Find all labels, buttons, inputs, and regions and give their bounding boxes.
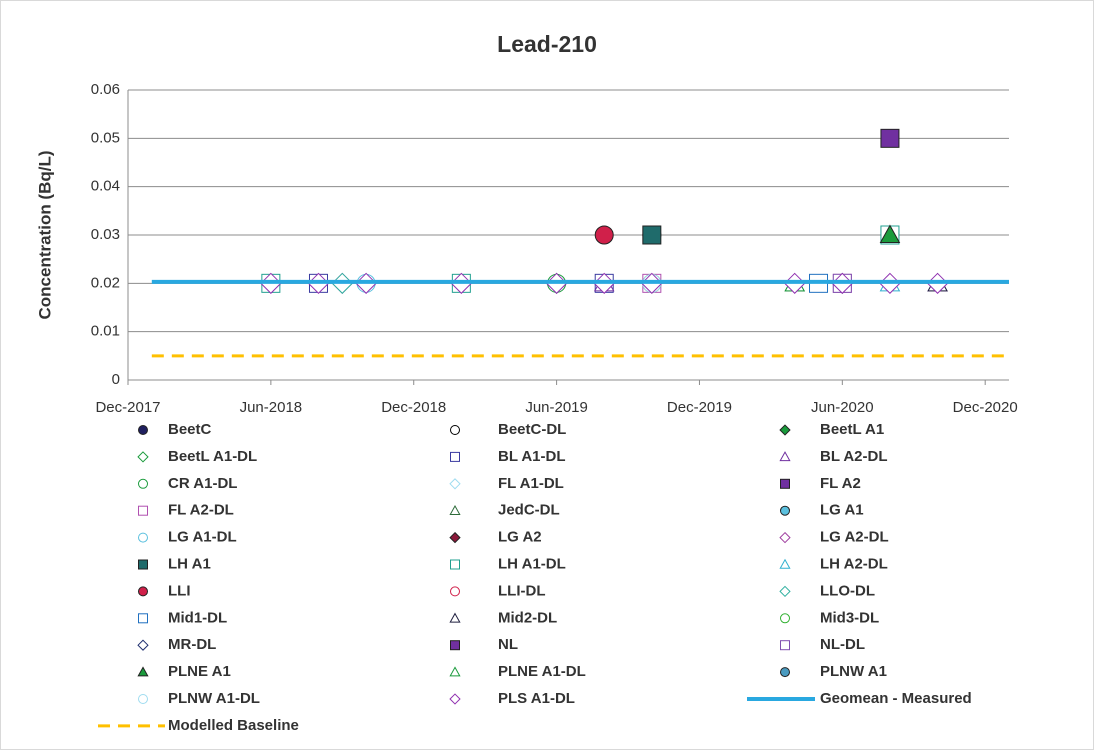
legend-label: BeetL A1	[820, 421, 884, 438]
legend-label: MR-DL	[168, 636, 216, 653]
legend-marker	[450, 586, 460, 597]
legend-marker	[137, 639, 149, 651]
legend-label: LLI	[168, 582, 191, 599]
legend-label: BeetC	[168, 421, 212, 438]
y-tick-label: 0.04	[91, 178, 120, 195]
legend-label: JedC-DL	[498, 502, 560, 519]
legend-marker	[780, 613, 790, 624]
legend-marker	[450, 425, 460, 435]
legend-label: Mid3-DL	[820, 609, 879, 626]
x-tick-label: Dec-2017	[95, 399, 160, 416]
legend-marker	[779, 451, 791, 462]
legend-marker	[779, 558, 791, 569]
legend-label: Mid1-DL	[168, 609, 227, 626]
legend-marker	[780, 478, 790, 489]
data-point	[879, 224, 901, 244]
legend-marker	[138, 613, 148, 624]
legend-label: Mid2-DL	[498, 609, 557, 626]
legend-label: BL A2-DL	[820, 448, 888, 465]
legend-marker	[449, 666, 461, 677]
legend-marker	[449, 531, 461, 544]
y-tick-label: 0	[112, 371, 120, 388]
x-tick-label: Dec-2018	[381, 399, 446, 416]
legend-marker	[138, 559, 148, 570]
legend-label: LLO-DL	[820, 582, 875, 599]
y-tick-label: 0.02	[91, 274, 120, 291]
legend-marker	[779, 531, 791, 544]
legend-label: BeetC-DL	[498, 421, 566, 438]
legend-marker	[450, 451, 460, 462]
x-tick-label: Dec-2019	[667, 399, 732, 416]
legend-label: NL-DL	[820, 636, 865, 653]
legend-label: Modelled Baseline	[168, 717, 299, 734]
x-tick-label: Jun-2020	[811, 399, 874, 416]
legend-label: PLNW A1-DL	[168, 690, 260, 707]
legend-marker	[138, 478, 148, 489]
legend-label: LH A1	[168, 555, 211, 572]
legend-label: FL A1-DL	[498, 475, 564, 492]
legend-label: PLNW A1	[820, 663, 887, 680]
legend-marker	[450, 559, 460, 570]
x-tick-label: Jun-2019	[525, 399, 588, 416]
chart-title: Lead-210	[497, 31, 597, 57]
legend-label: LH A2-DL	[820, 555, 888, 572]
legend-label: FL A2-DL	[168, 502, 234, 519]
data-point	[594, 225, 614, 245]
data-point	[642, 225, 662, 245]
legend-label: PLS A1-DL	[498, 690, 575, 707]
x-tick-label: Dec-2020	[953, 399, 1018, 416]
legend-label: FL A2	[820, 475, 861, 492]
legend-marker	[780, 667, 790, 678]
legend-marker	[449, 504, 461, 515]
legend-marker	[138, 505, 148, 516]
legend-marker	[449, 478, 461, 490]
legend-marker	[780, 505, 790, 516]
y-axis-label: Concentration (Bq/L)	[35, 150, 54, 319]
legend-marker	[450, 640, 460, 651]
legend-label: PLNE A1-DL	[498, 663, 586, 680]
legend-label: NL	[498, 636, 518, 653]
legend-marker	[137, 451, 149, 463]
legend-marker	[779, 585, 791, 598]
legend-label: BL A1-DL	[498, 448, 566, 465]
legend-label: LG A1	[820, 502, 864, 519]
legend-label: PLNE A1	[168, 663, 231, 680]
legend-marker	[137, 666, 149, 677]
legend-label: LH A1-DL	[498, 555, 566, 572]
y-tick-label: 0.03	[91, 226, 120, 243]
legend-label: BeetL A1-DL	[168, 448, 257, 465]
y-tick-label: 0.05	[91, 129, 120, 146]
legend-marker	[138, 586, 148, 597]
legend-label: CR A1-DL	[168, 475, 237, 492]
x-tick-label: Jun-2018	[240, 399, 303, 416]
legend-label: LG A1-DL	[168, 529, 237, 546]
data-point	[880, 128, 900, 148]
legend-marker	[780, 640, 790, 651]
legend-marker	[449, 612, 461, 623]
legend-label: LG A2	[498, 529, 542, 546]
legend-marker	[779, 424, 791, 436]
y-tick-label: 0.01	[91, 323, 120, 340]
legend-marker	[449, 693, 461, 705]
legend-marker	[138, 532, 148, 543]
legend-label: LG A2-DL	[820, 529, 889, 546]
y-tick-label: 0.06	[91, 81, 120, 98]
legend-marker	[138, 425, 148, 435]
legend-marker	[138, 694, 148, 704]
legend-label: LLI-DL	[498, 582, 545, 599]
legend-label: Geomean - Measured	[820, 690, 972, 707]
